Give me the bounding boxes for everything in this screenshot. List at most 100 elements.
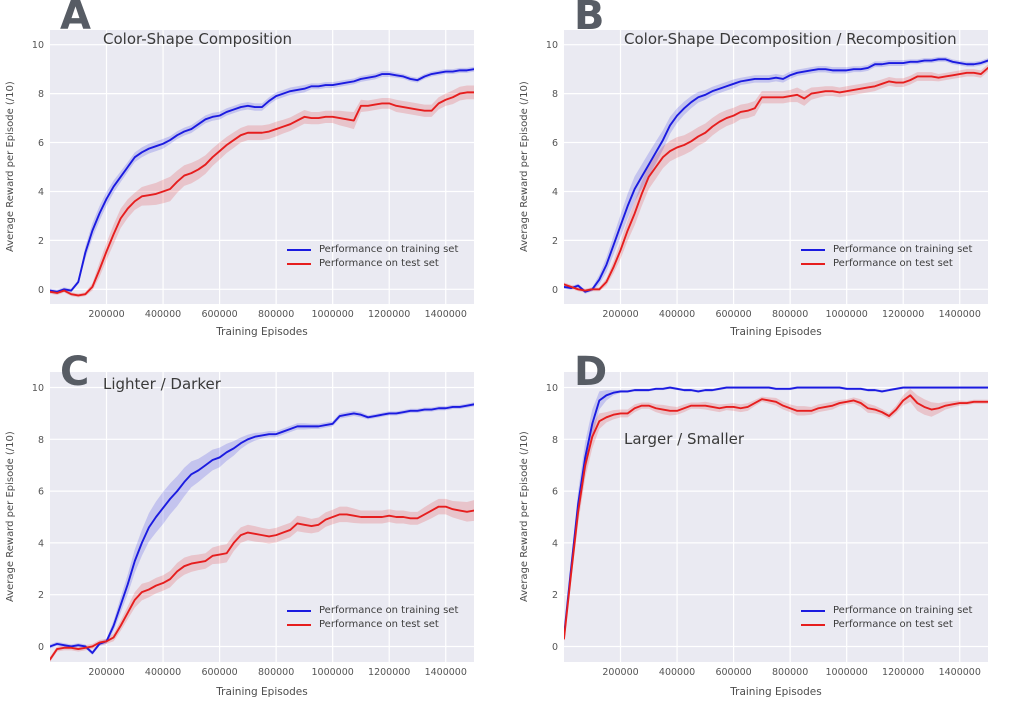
y-tick-label: 6	[552, 138, 558, 149]
legend: Performance on training set Performance …	[801, 244, 972, 269]
panel-letter-c: C	[60, 349, 90, 395]
x-tick-label: 1400000	[939, 667, 981, 678]
x-tick-label: 1000000	[312, 309, 354, 320]
y-axis-label: Average Reward per Episode (/10)	[519, 81, 530, 253]
x-axis-label: Training Episodes	[216, 326, 308, 338]
y-axis-label: Average Reward per Episode (/10)	[519, 431, 530, 603]
chart-panel-d: 0 2 4 6 8 10 200000 400000 600000 800000 1000000 12…	[514, 350, 1028, 713]
legend: Performance on training set Performance …	[801, 605, 972, 630]
x-tick-label: 200000	[88, 309, 124, 320]
y-tick-label: 0	[38, 642, 44, 653]
training-line-swatch	[287, 609, 311, 612]
x-tick-label: 800000	[772, 309, 808, 320]
legend-label-training: Performance on training set	[319, 244, 459, 255]
legend: Performance on training set Performance …	[287, 605, 458, 630]
test-confidence-band	[564, 388, 988, 642]
test-confidence-band	[50, 85, 474, 298]
x-axis-label: Training Episodes	[216, 686, 308, 698]
y-tick-label: 4	[552, 538, 558, 549]
x-tick-label: 1400000	[425, 667, 467, 678]
x-tick-label: 400000	[659, 667, 695, 678]
test-line-swatch	[801, 262, 825, 265]
chart-canvas-c: 0 2 4 6 8 10 200000 400000 600000 800000 1000000 12…	[32, 372, 474, 678]
training-line-swatch	[801, 248, 825, 251]
y-tick-label: 2	[552, 236, 558, 247]
y-tick-label: 0	[552, 642, 558, 653]
training-line-swatch	[287, 248, 311, 251]
panel-letter-b: B	[574, 0, 605, 39]
legend-label-test: Performance on test set	[833, 619, 953, 630]
y-tick-label: 8	[38, 435, 44, 446]
test-line	[564, 394, 988, 640]
legend-item-training: Performance on training set	[287, 244, 458, 255]
x-tick-label: 1200000	[368, 309, 410, 320]
x-tick-label: 200000	[602, 309, 638, 320]
legend-item-test: Performance on test set	[287, 258, 458, 269]
chart-panel-c: 0 2 4 6 8 10 200000 400000 600000 800000 1000000 12…	[0, 350, 514, 713]
x-tick-label: 800000	[258, 667, 294, 678]
chart-canvas-a: 0 2 4 6 8 10 200000 400000 600000 800000 1000000 12…	[32, 30, 474, 320]
chart-title-b: Color-Shape Decomposition / Recompositio…	[624, 30, 957, 48]
chart-canvas-d: 0 2 4 6 8 10 200000 400000 600000 800000 1000000 12…	[546, 372, 988, 678]
training-line	[564, 386, 988, 638]
legend-label-training: Performance on training set	[319, 605, 459, 616]
legend-item-test: Performance on test set	[801, 258, 972, 269]
test-line-swatch	[801, 623, 825, 626]
legend-label-training: Performance on training set	[833, 244, 973, 255]
y-tick-label: 4	[552, 187, 558, 198]
test-line	[564, 66, 988, 292]
x-tick-label: 1200000	[368, 667, 410, 678]
y-tick-label: 4	[38, 187, 44, 198]
training-line	[50, 403, 474, 654]
legend-label-test: Performance on test set	[319, 619, 439, 630]
y-tick-label: 6	[38, 487, 44, 498]
test-line-swatch	[287, 262, 311, 265]
x-tick-label: 600000	[715, 667, 751, 678]
x-tick-label: 1000000	[826, 667, 868, 678]
x-tick-label: 400000	[145, 667, 181, 678]
training-line	[50, 68, 474, 293]
y-tick-label: 10	[546, 383, 558, 394]
x-axis-label: Training Episodes	[730, 686, 822, 698]
panel-letter-d: D	[574, 349, 608, 395]
legend-item-training: Performance on training set	[801, 244, 972, 255]
chart-title-a: Color-Shape Composition	[103, 30, 293, 48]
legend-item-test: Performance on test set	[801, 619, 972, 630]
chart-panel-a: 0 2 4 6 8 10 200000 400000 600000 800000 1000000 12…	[0, 0, 514, 357]
x-tick-label: 400000	[145, 309, 181, 320]
y-tick-label: 10	[32, 40, 44, 51]
legend-label-training: Performance on training set	[833, 605, 973, 616]
y-tick-label: 0	[38, 285, 44, 296]
chart-title-d: Larger / Smaller	[624, 430, 745, 448]
legend-label-test: Performance on test set	[833, 258, 953, 269]
y-tick-label: 2	[552, 590, 558, 601]
chart-title-c: Lighter / Darker	[103, 375, 221, 393]
y-axis-label: Average Reward per Episode (/10)	[5, 81, 16, 253]
x-tick-label: 1200000	[882, 309, 924, 320]
legend-item-test: Performance on test set	[287, 619, 458, 630]
x-tick-label: 800000	[772, 667, 808, 678]
x-tick-label: 1400000	[425, 309, 467, 320]
x-tick-label: 1400000	[939, 309, 981, 320]
y-tick-label: 8	[552, 435, 558, 446]
x-tick-label: 200000	[602, 667, 638, 678]
x-tick-label: 600000	[201, 309, 237, 320]
test-line	[50, 91, 474, 297]
x-tick-label: 1000000	[312, 667, 354, 678]
test-line	[50, 505, 474, 661]
chart-panel-b: 0 2 4 6 8 10 200000 400000 600000 800000 1000000 12…	[514, 0, 1028, 357]
legend: Performance on training set Performance …	[287, 244, 458, 269]
y-tick-label: 2	[38, 236, 44, 247]
x-tick-label: 400000	[659, 309, 695, 320]
legend-item-training: Performance on training set	[287, 605, 458, 616]
axes-area	[564, 372, 988, 662]
training-line-swatch	[801, 609, 825, 612]
chart-canvas-b: 0 2 4 6 8 10 200000 400000 600000 800000 1000000 12…	[546, 30, 988, 320]
y-tick-label: 10	[546, 40, 558, 51]
y-tick-label: 2	[38, 590, 44, 601]
test-line-swatch	[287, 623, 311, 626]
x-tick-label: 1000000	[826, 309, 868, 320]
y-tick-label: 0	[552, 285, 558, 296]
training-line	[564, 58, 988, 293]
